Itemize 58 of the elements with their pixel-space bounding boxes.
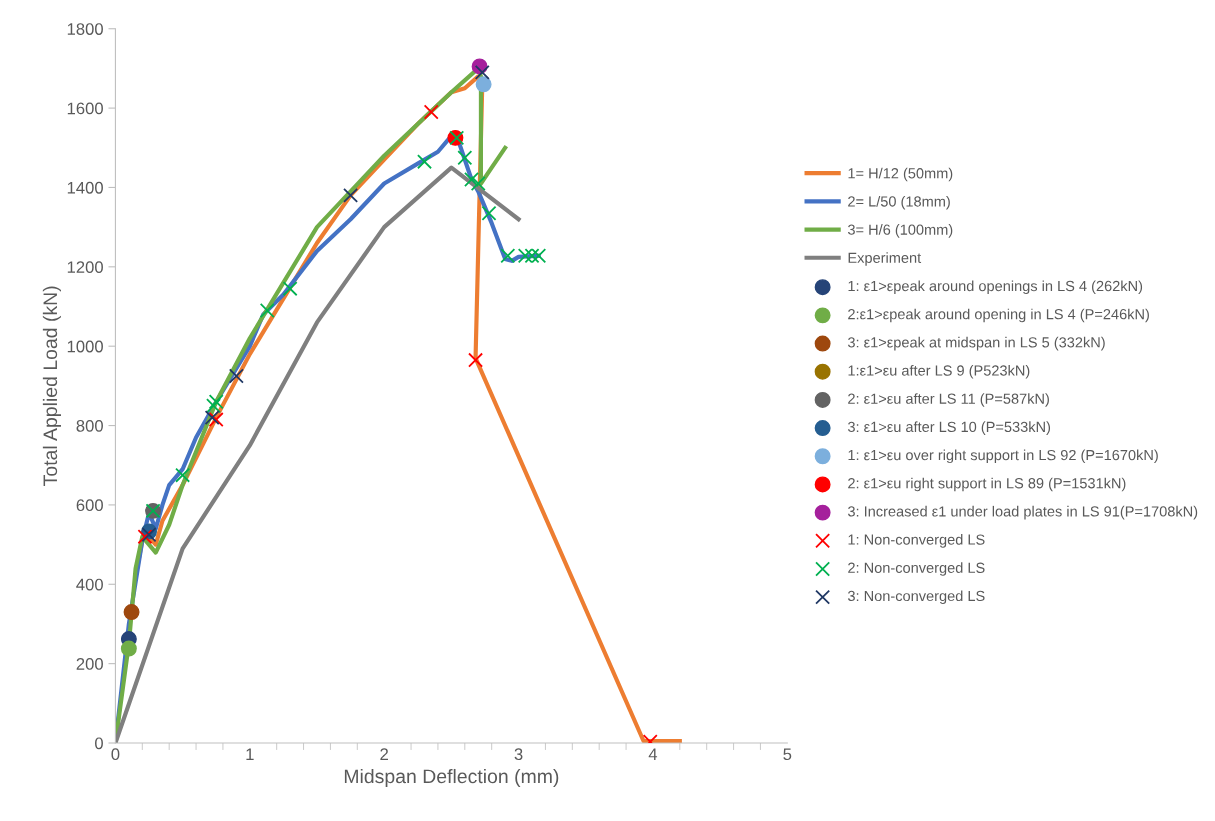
point bbox=[137, 529, 153, 545]
point bbox=[120, 640, 137, 657]
y-tick-label: 0 bbox=[95, 737, 103, 750]
legend-label: 2: ε1>εu after LS 11 (P=587kN) bbox=[848, 393, 1049, 407]
y-tick-label: 1400 bbox=[67, 181, 103, 194]
legend-label: 3: ε1>εu after LS 10 (P=533kN) bbox=[847, 421, 1051, 435]
point bbox=[282, 281, 298, 297]
legend-label: 1:ε1>εu after LS 9 (P523kN) bbox=[848, 364, 1030, 379]
y-tick-label: 1200 bbox=[67, 261, 103, 274]
point bbox=[457, 150, 473, 166]
point bbox=[423, 104, 439, 120]
point bbox=[464, 172, 480, 188]
legend-label: 1: ε1>εu over right support in LS 92 (P=1670kN) bbox=[848, 449, 1158, 464]
y-tick-label: 800 bbox=[76, 419, 103, 432]
legend-label: 2: Non-converged LS bbox=[848, 562, 985, 576]
y-tick-label: 1000 bbox=[67, 340, 103, 353]
x-axis-title: Midspan Deflection (mm) bbox=[344, 768, 559, 788]
point bbox=[343, 187, 359, 203]
point bbox=[500, 248, 516, 264]
point bbox=[481, 205, 497, 221]
legend-label: 3: Increased ε1 under load plates in LS 91(P=1708kN) bbox=[847, 505, 1198, 520]
legend-label: 3= H/6 (100mm) bbox=[847, 224, 953, 238]
point bbox=[417, 154, 432, 170]
y-axis-title: Total Applied Load (kN) bbox=[42, 286, 61, 486]
point bbox=[204, 410, 220, 426]
x-tick-label: 3 bbox=[514, 748, 523, 761]
y-tick-label: 600 bbox=[76, 499, 103, 512]
legend-label: Experiment bbox=[848, 252, 922, 266]
point bbox=[208, 394, 224, 410]
y-tick-label: 400 bbox=[76, 578, 103, 591]
legend-label: 3: ε1>εpeak at midspan in LS 5 (332kN) bbox=[847, 336, 1105, 351]
x-tick-label: 0 bbox=[111, 748, 120, 761]
legend-label: 1: ε1>εpeak around openings in LS 4 (262kN) bbox=[848, 280, 1143, 295]
point bbox=[141, 527, 157, 543]
x-tick-label: 2 bbox=[380, 748, 388, 760]
legend-label: 2:ε1>εpeak around opening in LS 4 (P=246kN) bbox=[848, 308, 1149, 323]
x-tick-label: 4 bbox=[648, 748, 658, 760]
legend-label: 1= H/12 (50mm) bbox=[848, 167, 953, 182]
legend-label: 2: ε1>εu right support in LS 89 (P=1531kN) bbox=[848, 477, 1126, 492]
point bbox=[228, 368, 244, 384]
x-tick-label: 1 bbox=[246, 748, 254, 760]
point bbox=[470, 175, 486, 191]
legend-label: 1: Non-converged LS bbox=[848, 534, 985, 548]
x-tick-label: 5 bbox=[783, 748, 792, 761]
point bbox=[259, 302, 275, 318]
point bbox=[474, 64, 490, 80]
point bbox=[475, 76, 492, 93]
point bbox=[206, 398, 222, 414]
y-tick-label: 1600 bbox=[67, 102, 103, 115]
legend-label: 2= L/50 (18mm) bbox=[848, 195, 950, 210]
point bbox=[175, 467, 191, 483]
point bbox=[524, 248, 540, 264]
legend-label: 3: Non-converged LS bbox=[847, 590, 985, 604]
y-tick-label: 200 bbox=[76, 658, 103, 670]
point bbox=[468, 352, 484, 368]
y-tick-label: 1800 bbox=[67, 23, 103, 35]
point bbox=[208, 412, 224, 428]
point bbox=[123, 604, 140, 621]
